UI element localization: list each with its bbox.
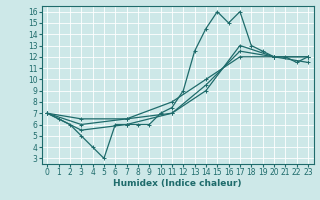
X-axis label: Humidex (Indice chaleur): Humidex (Indice chaleur): [113, 179, 242, 188]
